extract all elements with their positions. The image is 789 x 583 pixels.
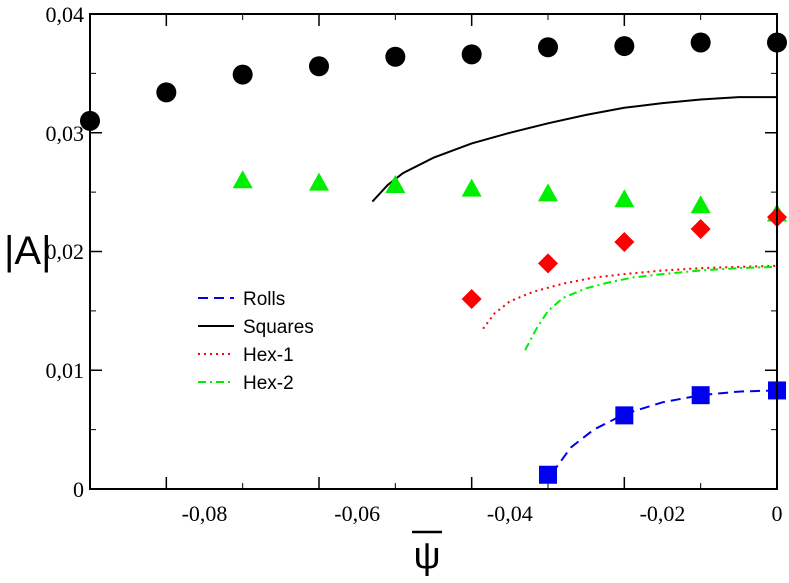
legend-label-squares: Squares: [243, 317, 314, 338]
legend-label-hex-1: Hex-1: [243, 345, 294, 366]
data-point-diamonds: [538, 253, 558, 274]
data-point-diamonds: [690, 218, 711, 239]
y-tick-labels: 0 0,01 0,02 0,03 0,04: [46, 2, 85, 502]
series-line-hex-1: [482, 264, 778, 330]
x-tick-label: -0,04: [487, 501, 533, 526]
data-point-circles: [309, 56, 329, 77]
data-point-circles: [690, 32, 711, 53]
x-axis-label: ψ: [413, 535, 440, 577]
data-point-circles: [461, 44, 482, 65]
data-point-triangles: [461, 178, 482, 197]
data-point-circles: [538, 37, 558, 58]
plot-frame: [89, 13, 778, 490]
x-tick-label: -0,06: [334, 501, 380, 526]
data-point-circles: [385, 46, 406, 67]
line-series-layer: [371, 96, 778, 475]
x-tick-labels: -0,08 -0,06 -0,04 -0,02 0: [182, 501, 783, 526]
series-line-rolls: [550, 389, 778, 475]
data-point-diamonds: [614, 232, 635, 252]
x-tick-label: -0,02: [640, 501, 686, 526]
x-tick-label: 0: [772, 501, 783, 526]
legend: Rolls Squares Hex-1 Hex-2: [198, 289, 314, 394]
data-point-triangles: [690, 195, 711, 214]
y-axis-label: |A|: [4, 229, 51, 273]
y-tick-label: 0,02: [46, 239, 85, 264]
data-point-squares: [691, 386, 710, 405]
tick-marks: [89, 13, 778, 490]
data-point-triangles: [538, 183, 558, 202]
series-line-squares: [371, 96, 777, 203]
y-tick-label: 0,03: [46, 121, 85, 146]
data-point-diamonds: [461, 289, 482, 309]
x-tick-label: -0,08: [182, 501, 228, 526]
y-tick-label: 0: [73, 477, 84, 502]
legend-label-rolls: Rolls: [243, 289, 285, 310]
marker-layer: [80, 32, 787, 484]
y-tick-label: 0,01: [46, 358, 85, 383]
data-point-triangles: [385, 175, 406, 193]
legend-line-samples: [198, 297, 234, 383]
data-point-circles: [614, 36, 635, 57]
series-line-hex-2: [524, 265, 778, 351]
data-point-squares: [615, 406, 634, 425]
data-point-circles: [156, 82, 177, 103]
y-tick-label: 0,04: [46, 2, 85, 27]
data-point-triangles: [614, 189, 635, 208]
data-point-squares: [539, 465, 557, 484]
legend-label-hex-2: Hex-2: [243, 373, 294, 394]
data-point-triangles: [232, 170, 253, 189]
data-point-triangles: [309, 172, 329, 191]
data-point-circles: [232, 64, 253, 85]
